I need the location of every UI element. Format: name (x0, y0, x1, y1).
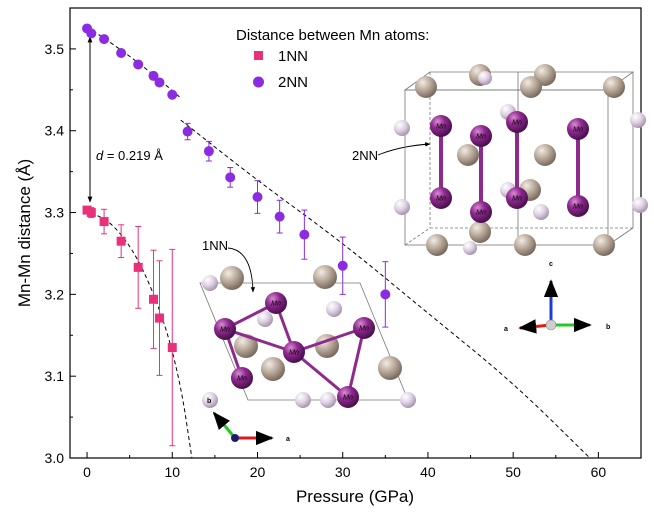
mn-atom (506, 111, 528, 133)
x-tick-label: 30 (335, 464, 351, 480)
inset-2nn-arrow (377, 142, 431, 156)
mn-atom-label: Mn (271, 301, 281, 308)
data-point (154, 77, 165, 88)
y-tick-label: 3.4 (45, 123, 65, 139)
x-axis-title: Pressure (GPa) (296, 487, 414, 506)
mn-atom-label: Mn (573, 204, 583, 211)
series-2nn (82, 23, 391, 328)
mn-atom-label: Mn (220, 327, 230, 334)
y-tick-label: 3.2 (45, 286, 65, 302)
series-1nn (82, 205, 177, 447)
legend-label-1nn: 1NN (278, 48, 308, 65)
legend-label-2nn: 2NN (278, 74, 308, 91)
data-point (252, 192, 263, 202)
data-point (274, 211, 285, 222)
y-tick-label: 3.5 (45, 41, 65, 57)
mn-atom-label: Mn (359, 326, 369, 333)
x-tick-label: 20 (250, 464, 266, 480)
inset-1nn-arrow (227, 247, 256, 293)
data-point (299, 229, 310, 240)
mn-atom-label: Mn (512, 196, 522, 203)
mn-atom (470, 125, 492, 147)
inset-2nn-label: 2NN (352, 148, 378, 163)
data-point (167, 89, 178, 100)
mn-atom (283, 341, 305, 363)
data-point (149, 294, 159, 304)
inset-1nn-structure: 1NN Mn Mn Mn Mn Mn Mn b (199, 238, 416, 446)
mn-atom (353, 317, 375, 339)
mn-atom (506, 187, 528, 209)
mn-atom-label: Mn (476, 210, 486, 217)
inset-2nn-structure: 2NN (352, 64, 648, 334)
data-point (203, 146, 214, 157)
x-tick-label: 10 (164, 464, 180, 480)
x-tick-label: 40 (420, 464, 436, 480)
y-tick-label: 3.0 (45, 450, 65, 466)
mn-atom-label: Mn (289, 350, 299, 357)
legend: Distance between Mn atoms: 1NN 2NN (236, 27, 429, 91)
data-point (116, 48, 127, 58)
mn-atom (567, 118, 589, 140)
inset-1nn-label: 1NN (202, 238, 228, 253)
inset-1nn-cell (199, 282, 409, 401)
svg-text:b: b (207, 398, 211, 405)
legend-marker-1nn (254, 51, 263, 60)
data-point (99, 34, 110, 45)
mn-atom-label: Mn (512, 120, 522, 127)
mn-atom (430, 187, 452, 209)
mn-atom (430, 115, 452, 137)
y-axis-ticks: 3.0 3.1 3.2 3.3 3.4 3.5 (45, 41, 76, 466)
fit-curve (91, 212, 193, 459)
svg-text:a: a (504, 326, 508, 333)
mn-atom (470, 201, 492, 223)
mn-atom-label: Mn (436, 124, 446, 131)
data-point (133, 59, 144, 70)
mn-atom (337, 386, 359, 408)
plot-frame (69, 7, 642, 459)
d-label: d = 0.219 Å (96, 148, 163, 163)
data-point (148, 70, 159, 81)
mn-atom-label: Mn (237, 376, 247, 383)
legend-marker-2nn (253, 76, 264, 88)
svg-text:b: b (606, 324, 610, 331)
data-point (133, 262, 143, 272)
data-point (86, 208, 96, 218)
data-point (225, 172, 236, 183)
y-axis-title: Mn-Mn distance (Å) (15, 159, 34, 307)
x-tick-label: 50 (505, 464, 521, 480)
mn-atom-label: Mn (436, 196, 446, 203)
data-point (337, 260, 348, 271)
x-tick-label: 60 (591, 464, 607, 480)
y-tick-label: 3.1 (45, 368, 65, 384)
mn-atom (214, 318, 236, 340)
data-point (86, 28, 97, 39)
mn-atom (231, 367, 253, 389)
data-series (82, 23, 391, 447)
legend-title: Distance between Mn atoms: (236, 27, 429, 44)
data-point (99, 217, 109, 227)
fit-curve (180, 119, 591, 459)
svg-text:c: c (549, 261, 553, 268)
data-point (154, 313, 164, 323)
y-tick-label: 3.3 (45, 205, 65, 221)
mn-atom-label: Mn (573, 127, 583, 134)
mn-atom-label: Mn (476, 134, 486, 141)
mn-atom (265, 292, 287, 314)
data-point (116, 236, 126, 246)
mn-atom (567, 195, 589, 217)
data-point (380, 289, 391, 300)
data-point (167, 343, 177, 353)
mn-atom-label: Mn (343, 395, 353, 402)
x-axis-ticks: 0 10 20 30 40 50 60 (83, 452, 606, 480)
svg-text:a: a (286, 436, 290, 443)
x-tick-label: 0 (83, 464, 91, 480)
data-point (182, 126, 193, 137)
